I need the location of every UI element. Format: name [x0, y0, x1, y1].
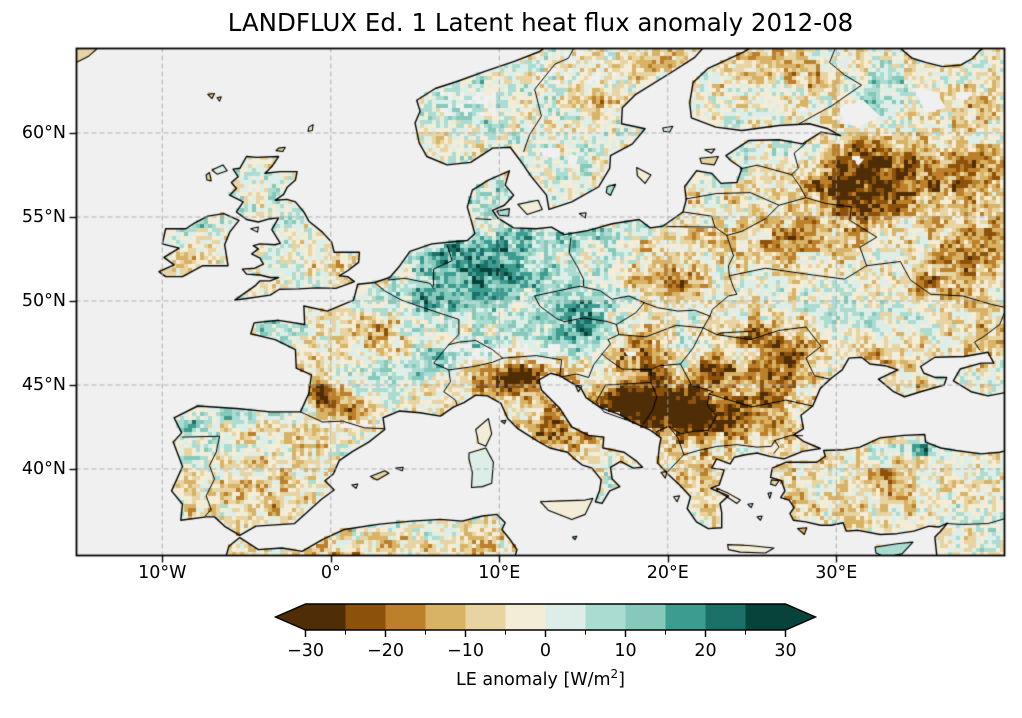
colorbar-bin [625, 604, 666, 630]
colorbar-svg [273, 603, 818, 637]
lon-tick-label: 20°E [646, 563, 689, 583]
colorbar-tick-label: 30 [774, 641, 797, 661]
lon-tick-label: 0° [320, 563, 341, 583]
colorbar-bin [545, 604, 586, 630]
lon-tick-label: 30°E [815, 563, 858, 583]
colorbar-bin [305, 604, 346, 630]
colorbar-tick-label: −30 [287, 641, 324, 661]
colorbar-bin [345, 604, 386, 630]
colorbar-tick-label: −10 [447, 641, 484, 661]
colorbar-tick-label: 20 [694, 641, 717, 661]
lat-tick-label: 40°N [21, 459, 66, 479]
colorbar-bin [465, 604, 506, 630]
colorbar-label-text: LE anomaly [W/m [456, 669, 611, 690]
colorbar-tick-label: 0 [539, 641, 552, 661]
lat-tick-label: 45°N [21, 375, 66, 395]
lat-tick-label: 55°N [21, 207, 66, 227]
colorbar-label-suffix: ] [618, 669, 625, 690]
lon-tick-label: 10°E [478, 563, 521, 583]
colorbar-label-superscript: 2 [610, 667, 619, 681]
colorbar-bin [385, 604, 426, 630]
colorbar-bin [665, 604, 706, 630]
colorbar-bin [585, 604, 626, 630]
colorbar-bin [705, 604, 746, 630]
lat-tick-label: 50°N [21, 291, 66, 311]
colorbar-tick-label: −20 [367, 641, 404, 661]
lon-tick-label: 10°W [138, 563, 187, 583]
colorbar-bin [505, 604, 546, 630]
lat-tick-label: 60°N [21, 123, 66, 143]
colorbar-bin [745, 604, 786, 630]
colorbar-axis-label: LE anomaly [W/m2] [76, 667, 1005, 690]
colorbar-bin [425, 604, 466, 630]
colorbar-tick-label: 10 [614, 641, 637, 661]
europe-anomaly-map-canvas [0, 0, 1022, 600]
